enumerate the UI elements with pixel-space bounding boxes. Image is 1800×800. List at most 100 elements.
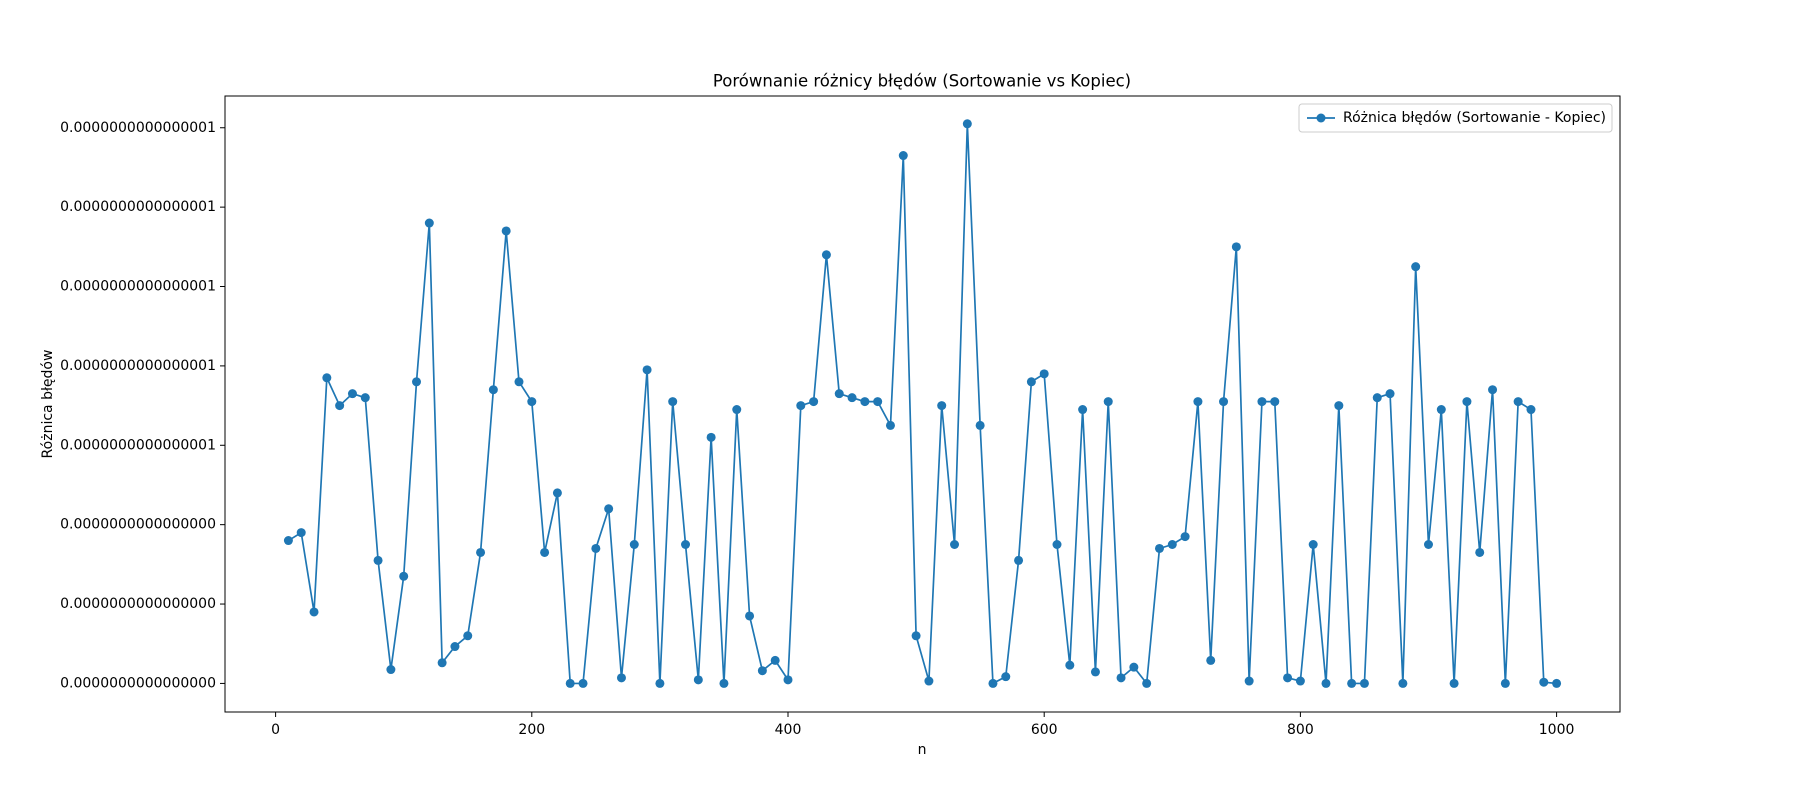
data-point [616,673,626,683]
legend-label: Różnica błędów (Sortowanie - Kopiec) [1343,110,1606,126]
data-point [514,377,524,387]
data-point [629,540,639,550]
data-point [950,540,960,550]
y-tick-label: 0.0000000000000000 [60,596,216,612]
data-point [386,665,396,675]
data-point [719,678,729,688]
data-point [1411,262,1421,272]
x-tick-label: 600 [1031,722,1058,738]
data-point [732,405,742,415]
data-point [360,393,370,403]
data-point [975,420,985,430]
data-point [424,218,434,228]
data-point [399,571,409,581]
data-point [1475,547,1485,557]
data-point [1206,655,1216,665]
data-point [1167,540,1177,550]
data-point [770,655,780,665]
data-point [757,666,767,676]
data-point [1283,673,1293,683]
data-point [1385,389,1395,399]
data-point [501,226,511,236]
data-point [1142,678,1152,688]
data-point [1359,678,1369,688]
y-axis-label: Różnica błędów [40,350,56,459]
data-point [873,397,883,407]
data-point [412,377,422,387]
plot-frame [224,95,1621,713]
data-point [1539,677,1549,687]
data-point [1513,397,1523,407]
data-point [860,397,870,407]
data-point [885,420,895,430]
data-point [1244,676,1254,686]
data-point [1219,397,1229,407]
data-point [1423,540,1433,550]
y-tick-label: 0.0000000000000001 [60,358,216,374]
data-point [604,504,614,514]
data-point [706,432,716,442]
data-point [488,385,498,395]
legend-marker [1316,113,1326,123]
data-point [745,611,755,621]
data-point [1026,377,1036,387]
data-point [1014,555,1024,565]
data-point [1398,678,1408,688]
data-point [783,675,793,685]
data-point [578,678,588,688]
data-point [463,631,473,641]
data-line [287,123,1557,686]
data-point [1116,673,1126,683]
data-point [1065,660,1075,670]
data-point [335,401,345,411]
data-point [1180,532,1190,542]
data-point [1078,405,1088,415]
data-point [847,393,857,403]
data-point [437,658,447,668]
y-tick-label: 0.0000000000000001 [60,199,216,215]
x-tick-label: 0 [271,722,280,738]
data-point [796,401,806,411]
data-point [821,250,831,260]
x-axis-label: n [918,742,927,758]
data-point [1552,678,1562,688]
data-point [1129,662,1139,672]
data-point [476,547,486,557]
data-point [1001,672,1011,682]
data-point [1321,678,1331,688]
data-point [283,536,293,546]
data-point [1270,397,1280,407]
data-point [1526,405,1536,415]
data-point [1488,385,1498,395]
chart-title: Porównanie różnicy błędów (Sortowanie vs… [713,72,1131,91]
data-point [962,119,972,129]
data-point [1462,397,1472,407]
data-point [1295,676,1305,686]
y-tick-label: 0.0000000000000001 [60,279,216,295]
legend-box [1298,103,1613,133]
y-tick-label: 0.0000000000000001 [60,437,216,453]
x-tick-label: 800 [1287,722,1314,738]
data-point [834,389,844,399]
x-tick-label: 200 [518,722,545,738]
data-point [668,397,678,407]
data-point [898,151,908,161]
data-point [1231,242,1241,252]
data-point [309,607,319,617]
data-point [655,678,665,688]
data-point [565,678,575,688]
data-point [373,555,383,565]
data-point [1154,543,1164,553]
data-point [937,401,947,411]
data-point [1308,540,1318,550]
data-point [347,389,357,399]
data-point [911,631,921,641]
data-point [1500,678,1510,688]
data-point [1347,678,1357,688]
x-tick-label: 400 [775,722,802,738]
data-point [1436,405,1446,415]
data-point [1103,397,1113,407]
data-point [591,543,601,553]
